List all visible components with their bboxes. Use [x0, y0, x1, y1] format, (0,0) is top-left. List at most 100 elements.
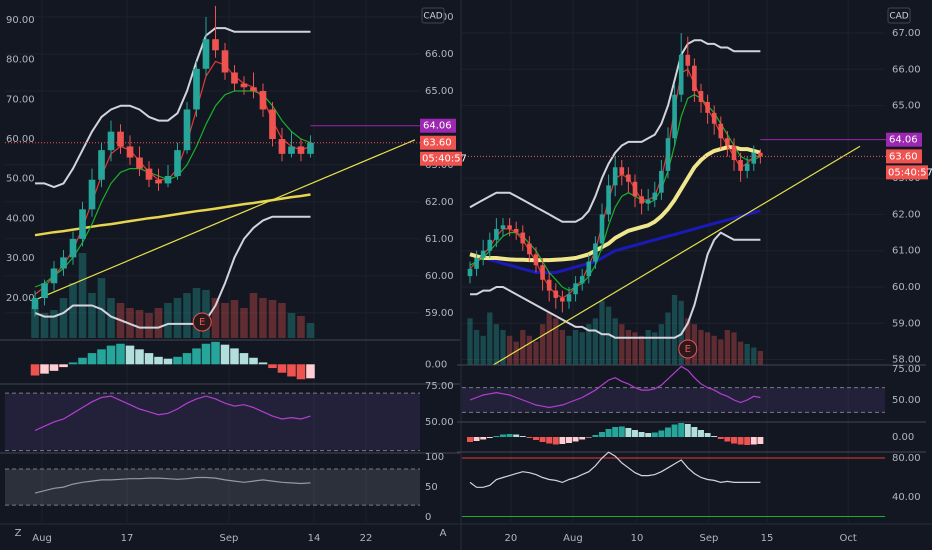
y-tick-label: 61.00 — [892, 246, 921, 257]
y-tick-label: 0.00 — [425, 359, 447, 370]
price-badge-label: 64.06 — [889, 135, 918, 146]
toolbar-button[interactable]: A — [440, 528, 447, 539]
histogram-bar — [750, 437, 757, 445]
y-tick-label: 58.00 — [892, 355, 921, 366]
candle-body — [751, 152, 757, 164]
x-tick-label: Sep — [220, 533, 239, 544]
candle-body — [250, 87, 257, 91]
volume-bar — [278, 303, 286, 338]
y-tick-label: 50 — [425, 482, 438, 493]
volume-bar — [306, 323, 315, 338]
volume-bar — [107, 298, 115, 338]
candle-body — [500, 225, 506, 229]
y-tick-label: 60.00 — [425, 271, 454, 282]
histogram-bar — [638, 432, 645, 437]
histogram-bar — [230, 348, 239, 365]
volume-bar — [599, 300, 605, 365]
histogram-bar — [201, 343, 211, 365]
indicator-line — [469, 365, 761, 409]
candle-body — [586, 261, 592, 277]
candle-body — [639, 196, 644, 204]
price-badge — [886, 149, 922, 164]
histogram-bar — [239, 353, 249, 365]
histogram-bar — [106, 345, 116, 365]
volume-bar — [88, 293, 96, 338]
volume-bar — [638, 335, 645, 365]
histogram-bar — [473, 437, 480, 441]
toolbar-button[interactable]: Z — [15, 528, 22, 539]
histogram-bar — [612, 427, 619, 437]
histogram-bar — [87, 353, 97, 365]
histogram-bar — [268, 364, 277, 369]
volume-bar — [50, 310, 58, 338]
histogram-bar — [192, 348, 201, 365]
candle-body — [183, 109, 191, 151]
candle-body — [259, 90, 267, 110]
candle-body — [41, 283, 48, 299]
histogram-bar — [645, 433, 652, 437]
histogram-bar — [49, 364, 59, 371]
volume-bar — [493, 324, 500, 365]
countdown-badge — [886, 165, 928, 180]
indicator-line — [469, 209, 761, 274]
x-tick-label: 20 — [505, 533, 518, 544]
volume-bar — [757, 351, 764, 365]
chart-pane: 20Aug10Sep15Oct67.0066.0065.0063.0062.00… — [457, 0, 932, 544]
candle-body — [560, 297, 565, 302]
candle-body — [672, 94, 677, 139]
candle-body — [744, 163, 750, 171]
candle-body — [619, 167, 625, 175]
volume-bar — [698, 330, 704, 365]
volume-bar — [506, 335, 513, 365]
histogram-bar — [691, 427, 698, 437]
volume-bar — [287, 313, 296, 338]
histogram-bar — [519, 436, 526, 437]
candle-body — [692, 65, 697, 92]
volume-bar — [473, 330, 480, 365]
currency-badge — [421, 7, 445, 24]
histogram-bar — [671, 424, 678, 437]
histogram-bar — [513, 434, 520, 437]
candle-body — [297, 146, 305, 154]
volume-bar — [467, 318, 473, 365]
histogram-bar — [526, 437, 533, 438]
histogram-bar — [173, 356, 182, 365]
indicator-line — [35, 27, 311, 189]
candle-body — [513, 228, 519, 233]
candle-body — [718, 123, 724, 139]
volume-bar — [69, 283, 77, 338]
volume-bar — [249, 293, 258, 338]
histogram-bar — [125, 345, 135, 365]
candle-body — [527, 243, 532, 255]
candle-body — [117, 131, 124, 147]
candle-body — [540, 265, 545, 280]
histogram-bar — [552, 437, 559, 445]
volume-bar — [718, 339, 724, 365]
histogram-bar — [182, 353, 192, 365]
event-marker — [678, 339, 698, 359]
candle-body — [659, 170, 664, 193]
candle-body — [69, 238, 77, 258]
candle-body — [31, 298, 39, 310]
indicator-line — [470, 231, 761, 339]
candle-body — [269, 109, 276, 140]
trendline — [492, 145, 861, 366]
volume-bar — [539, 324, 546, 365]
histogram-bar — [651, 432, 658, 437]
candle-body — [725, 138, 730, 146]
volume-bar — [240, 308, 248, 338]
y-tick-label: 59.00 — [425, 308, 454, 319]
candle-body — [50, 268, 58, 284]
candle-body — [606, 185, 611, 215]
volume-bar — [173, 298, 182, 338]
histogram-bar — [546, 437, 553, 444]
volume-bar — [230, 300, 239, 338]
volume-bar — [744, 344, 750, 365]
indicator-line — [34, 395, 311, 432]
level-band — [5, 469, 420, 506]
volume-bar — [632, 332, 638, 365]
candle-body — [494, 228, 499, 240]
histogram-bar — [287, 364, 296, 377]
candle-body — [678, 54, 684, 95]
